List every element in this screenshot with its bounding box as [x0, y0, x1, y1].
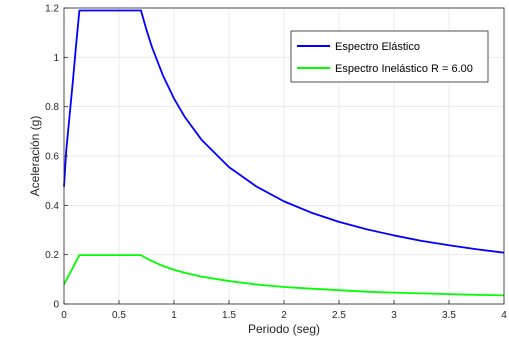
x-tick-label: 1.5 [222, 310, 236, 321]
x-tick-label: 3 [391, 310, 397, 321]
y-tick-label: 0.8 [45, 102, 59, 113]
x-tick-label: 1 [171, 310, 177, 321]
y-tick-label: 0.6 [45, 152, 59, 163]
x-tick-label: 0 [61, 310, 67, 321]
y-tick-label: 0.2 [45, 250, 59, 261]
legend-label-elastic: Espectro Elástico [335, 41, 420, 53]
y-tick-label: 0.4 [45, 201, 59, 212]
x-tick-label: 0.5 [112, 310, 126, 321]
x-tick-label: 2.5 [332, 310, 346, 321]
tick-labels: 0 0.5 1 1.5 2 2.5 3 3.5 4 0 0.2 0.4 0.6 0.8 1 1.2 [45, 4, 507, 322]
x-axis-label: Periodo (seg) [248, 322, 320, 336]
y-tick-label: 1 [53, 53, 59, 64]
x-tick-label: 4 [501, 310, 507, 321]
legend: Espectro Elástico Espectro Inelástico R … [290, 30, 489, 83]
series-lines [63, 9, 505, 297]
series-line-inelastic [63, 254, 505, 297]
x-tick-label: 2 [281, 310, 287, 321]
legend-label-inelastic: Espectro Inelástico R = 6.00 [335, 63, 473, 75]
y-tick-label: 1.2 [45, 4, 59, 15]
legend-box [290, 30, 489, 83]
y-tick-label: 0 [53, 300, 59, 311]
x-tick-label: 3.5 [442, 310, 456, 321]
y-axis-label: Aceleración (g) [28, 116, 42, 197]
series-line-elastic [63, 9, 505, 254]
